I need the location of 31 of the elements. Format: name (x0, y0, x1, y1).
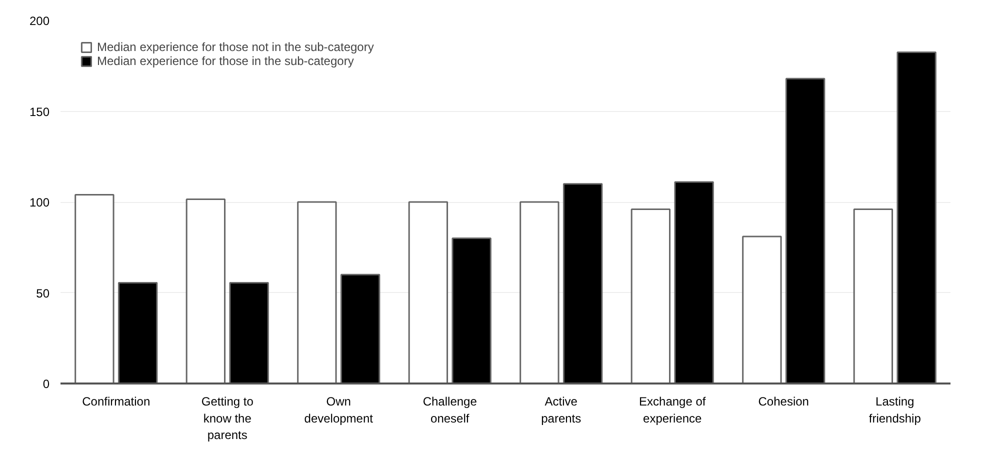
x-tick-label: Confirmation (82, 394, 150, 408)
y-tick-label: 0 (42, 377, 50, 391)
x-tick-label: Lasting friendship (868, 394, 922, 426)
bar (74, 194, 114, 384)
y-tick-label: 100 (29, 196, 50, 210)
x-tick-label: Cohesion (758, 394, 809, 408)
bar (853, 208, 894, 384)
bar (408, 201, 448, 384)
bar (896, 52, 936, 384)
x-tick-label: Exchange of experience (639, 394, 706, 426)
x-tick-label: Challenge oneself (422, 394, 478, 426)
legend-label: Median experience for those not in the sub-category (97, 40, 374, 54)
bar (340, 274, 380, 384)
bar (297, 201, 337, 384)
bar (562, 183, 603, 384)
legend-label: Median experience for those in the sub-category (97, 54, 354, 68)
bar (520, 201, 560, 384)
bar (186, 198, 226, 384)
bar (118, 282, 158, 384)
x-tick-label: Active parents (541, 394, 582, 426)
y-tick-label: 50 (36, 286, 50, 300)
x-tick-label: Own development (304, 394, 374, 426)
x-tick-label: Getting to know the parents (201, 394, 254, 442)
bar (785, 78, 826, 384)
bar (630, 208, 671, 384)
bar (452, 238, 492, 384)
bar (674, 181, 714, 384)
y-tick-label: 200 (29, 14, 50, 28)
y-tick-label: 150 (29, 104, 50, 119)
bar (229, 282, 269, 384)
bar (742, 236, 782, 384)
